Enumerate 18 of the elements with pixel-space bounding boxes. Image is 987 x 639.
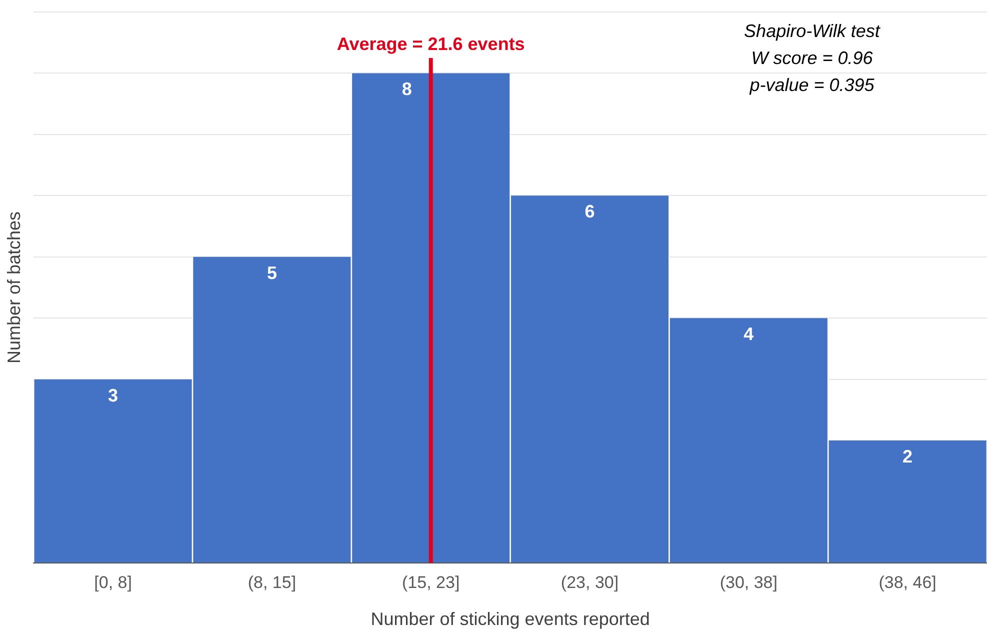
data-label: 4 — [744, 324, 754, 344]
x-tick-label: (38, 46] — [878, 572, 936, 592]
x-tick-label: (23, 30] — [560, 572, 619, 592]
data-label: 5 — [266, 262, 277, 283]
annotation: Shapiro-Wilk test — [743, 20, 882, 43]
x-axis-title: Number of sticking events reported — [370, 609, 650, 630]
annotation: p-value = 0.395 — [748, 74, 876, 97]
ref-line-label: Average = 21.6 events — [336, 34, 525, 54]
x-tick-label: (8, 15] — [248, 572, 296, 592]
data-label: 8 — [402, 79, 412, 100]
data-label: 6 — [584, 202, 595, 222]
x-tick-label: (30, 38] — [720, 572, 778, 592]
annotation: W score = 0.96 — [750, 47, 874, 70]
x-tick-label: [0, 8] — [94, 572, 132, 592]
data-label: 2 — [902, 446, 913, 467]
y-axis-title: Number of batches — [4, 211, 24, 364]
x-tick-label: (15, 23] — [402, 572, 460, 592]
data-label: 3 — [108, 385, 118, 406]
